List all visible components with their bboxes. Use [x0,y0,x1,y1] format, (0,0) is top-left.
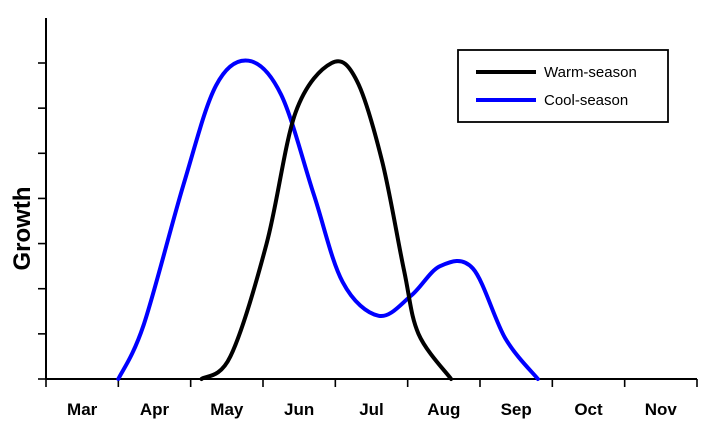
x-tick-label: Jun [284,400,314,419]
series-lines [116,58,540,381]
x-tick-label: May [210,400,244,419]
x-tick-label: Mar [67,400,98,419]
x-tick-label: Oct [574,400,603,419]
legend-box [457,49,669,123]
legend-label: Cool-season [544,92,628,109]
x-tick-label: Sep [501,400,532,419]
y-axis-label: Growth [9,187,36,271]
legend: Warm-season Cool-season [457,49,669,123]
x-tick-label: Apr [140,400,170,419]
x-tick-label: Aug [427,400,460,419]
legend-label: Warm-season [544,64,637,81]
legend-items: Warm-season Cool-season [476,64,637,109]
x-tick-labels: Mar Apr May Jun Jul Aug Sep Oct Nov [67,400,677,419]
x-tick-label: Jul [359,400,384,419]
series-line-warm-season [199,59,454,381]
series-line-cool-season [116,58,540,381]
x-tick-label: Nov [645,400,678,419]
